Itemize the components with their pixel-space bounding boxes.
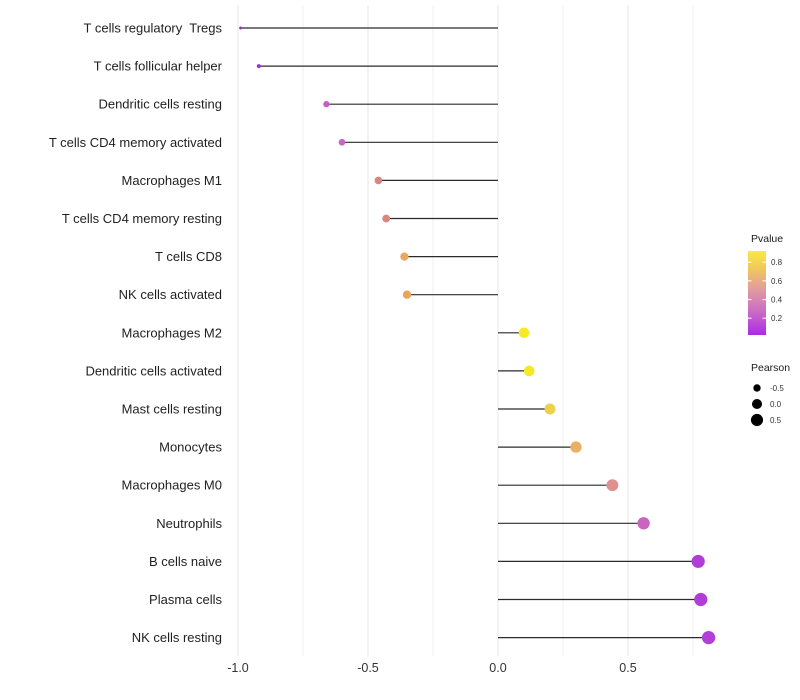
category-label: T cells follicular helper [94,59,223,74]
category-label: Mast cells resting [122,402,222,417]
y-axis-labels: T cells regulatory Tregs T cells follicul… [49,21,223,646]
x-tick-label: 0.0 [489,661,506,675]
lollipop-dot [637,517,650,530]
lollipop-dot [701,630,716,645]
lollipop-dot [570,441,582,453]
lollipop-dot [402,290,412,299]
category-label: Neutrophils [156,516,222,531]
pearson-size-dot [751,398,763,410]
lollipop-dot [523,365,535,377]
lollipop-dot [382,214,391,223]
legend: Pvalue 0.8 0.6 0.4 0.2 Pearson -0.5 0.0 0.5 [748,233,790,427]
category-label: Macrophages M1 [122,173,222,188]
category-label: B cells naive [149,554,222,569]
lollipop-dot [691,554,705,568]
category-label: T cells CD4 memory activated [49,135,222,150]
x-tick-label: -1.0 [227,661,249,675]
category-label: Dendritic cells activated [85,363,222,378]
category-label: NK cells resting [132,630,222,645]
pearson-size-label: -0.5 [770,384,784,393]
lollipop-dot [518,327,530,339]
colorbar-tick-label: 0.4 [771,296,783,305]
lollipop-stems [240,27,709,639]
colorbar-tick-label: 0.2 [771,314,783,323]
category-label: NK cells activated [119,287,222,302]
x-axis-labels: -1.0 -0.5 0.0 0.5 [227,661,637,675]
colorbar-tick-label: 0.6 [771,277,783,286]
pvalue-colorbar [748,251,766,335]
lollipop-dots [239,26,716,645]
pearson-legend-title: Pearson [751,362,790,374]
category-label: Macrophages M0 [122,478,222,493]
lollipop-dot [606,479,619,492]
pearson-size-dot [753,384,761,392]
pvalue-legend-title: Pvalue [751,233,783,245]
pearson-size-label: 0.0 [770,400,782,409]
lollipop-dot [239,26,243,30]
lollipop-dot [374,176,383,185]
lollipop-dot [338,138,346,146]
category-label: T cells CD4 memory resting [62,211,222,226]
category-label: T cells CD8 [155,249,222,264]
pearson-size-dot [750,413,764,427]
lollipop-dot [323,101,330,108]
lollipop-dot [400,252,409,261]
lollipop-dot [256,64,261,69]
category-label: Dendritic cells resting [98,97,222,112]
category-label: Monocytes [159,440,222,455]
gridlines [237,5,694,656]
pearson-size-label: 0.5 [770,416,782,425]
colorbar-tick-label: 0.8 [771,258,783,267]
x-tick-label: -0.5 [357,661,379,675]
lollipop-dot [544,403,556,415]
category-label: T cells regulatory Tregs [84,21,223,36]
category-label: Macrophages M2 [122,325,222,340]
x-tick-label: 0.5 [619,661,636,675]
category-label: Plasma cells [149,592,222,607]
lollipop-dot [694,592,708,607]
